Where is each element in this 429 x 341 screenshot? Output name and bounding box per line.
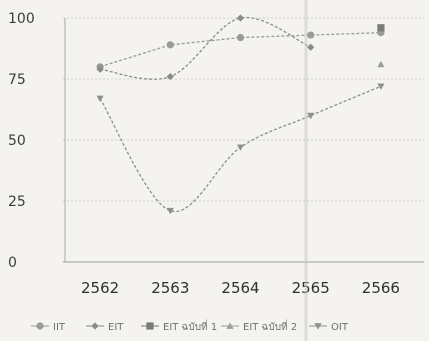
legend-label: EIT [108, 322, 124, 333]
data-point [236, 144, 245, 151]
y-tick-label: 75 [8, 72, 26, 88]
legend-marker [36, 322, 44, 330]
legend: IIT EIT EIT ฉบับที่ 1 EIT ฉบับที่ 2 OIT [31, 319, 349, 333]
legend-label: OIT [331, 322, 349, 333]
data-point [96, 95, 104, 103]
x-tick-label: 2563 [151, 279, 189, 297]
x-axis-ticks: 2562 2563 2564 2565 2566 [81, 279, 400, 297]
data-point [307, 112, 315, 120]
series-markers [96, 14, 385, 215]
data-point [377, 83, 385, 90]
y-tick-label: 0 [8, 255, 17, 271]
data-point [307, 43, 315, 51]
y-tick-label: 100 [8, 11, 35, 27]
legend-label: EIT ฉบับที่ 2 [243, 319, 297, 333]
x-tick-label: 2566 [362, 279, 400, 297]
gridlines [63, 17, 424, 263]
x-tick-label: 2565 [292, 279, 330, 297]
legend-marker [91, 322, 99, 330]
legend-marker [226, 322, 234, 329]
legend-marker [146, 322, 154, 330]
data-point [377, 24, 385, 32]
y-tick-label: 50 [8, 133, 26, 149]
y-axis-ticks: 0 25 50 75 100 [8, 11, 35, 271]
legend-label: IIT [53, 322, 66, 333]
data-point [96, 65, 104, 73]
data-point [166, 207, 174, 215]
data-point [236, 33, 245, 42]
x-tick-label: 2562 [81, 279, 119, 297]
data-point [377, 60, 385, 68]
x-tick-label: 2564 [221, 279, 259, 297]
data-point [236, 14, 245, 22]
data-point [307, 31, 315, 39]
series-line-0 [99, 31, 381, 68]
data-point [166, 72, 174, 81]
series-line-1 [100, 16, 311, 80]
data-point [166, 41, 174, 49]
y-tick-label: 25 [8, 194, 26, 210]
legend-label: EIT ฉบับที่ 1 [163, 319, 217, 333]
series-lines [99, 16, 382, 213]
legend-marker [314, 323, 322, 330]
series-line-4 [99, 85, 382, 213]
